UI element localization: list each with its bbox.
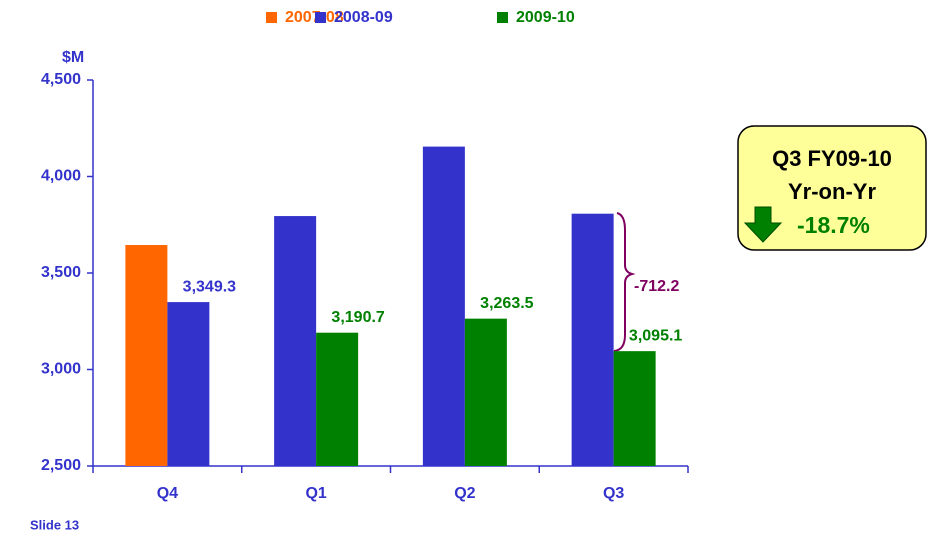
x-tick-label: Q4 — [157, 485, 178, 502]
bar — [571, 213, 614, 466]
bar — [274, 216, 317, 466]
down-arrow — [743, 206, 783, 243]
value-label: 3,190.7 — [331, 309, 384, 326]
legend-label: 2007-08 — [285, 9, 344, 26]
callout-title: Q3 FY09-10 — [772, 146, 892, 171]
y-tick-label: 4,500 — [41, 71, 81, 88]
bar — [464, 318, 507, 466]
value-label: 3,095.1 — [629, 327, 682, 344]
bar — [167, 302, 210, 466]
x-tick-label: Q3 — [603, 485, 624, 502]
footer: Slide 13 — [30, 517, 79, 532]
value-label: 3,349.3 — [183, 278, 236, 295]
bar — [613, 351, 656, 466]
y-tick-label: 2,500 — [41, 457, 81, 474]
bar — [316, 332, 359, 466]
y-tick-label: 3,000 — [41, 361, 81, 378]
legend-swatch — [497, 12, 508, 23]
brace — [613, 212, 636, 352]
difference-label: -712.2 — [634, 278, 679, 295]
bar — [422, 146, 465, 466]
legend-label: 2009-10 — [516, 9, 575, 26]
callout-subtitle: Yr-on-Yr — [788, 179, 876, 204]
value-label: 3,263.5 — [480, 295, 533, 312]
callout-box — [737, 125, 927, 251]
y-axis-label: $M — [62, 49, 84, 66]
legend-swatch — [266, 12, 277, 23]
y-tick-label: 3,500 — [41, 264, 81, 281]
callout-change: -18.7% — [797, 212, 870, 238]
y-tick-label: 4,000 — [41, 168, 81, 185]
legend-label: 2008-09 — [334, 9, 393, 26]
x-tick-label: Q1 — [305, 485, 326, 502]
legend-swatch — [315, 12, 326, 23]
x-tick-label: Q2 — [454, 485, 475, 502]
bar — [125, 245, 168, 466]
